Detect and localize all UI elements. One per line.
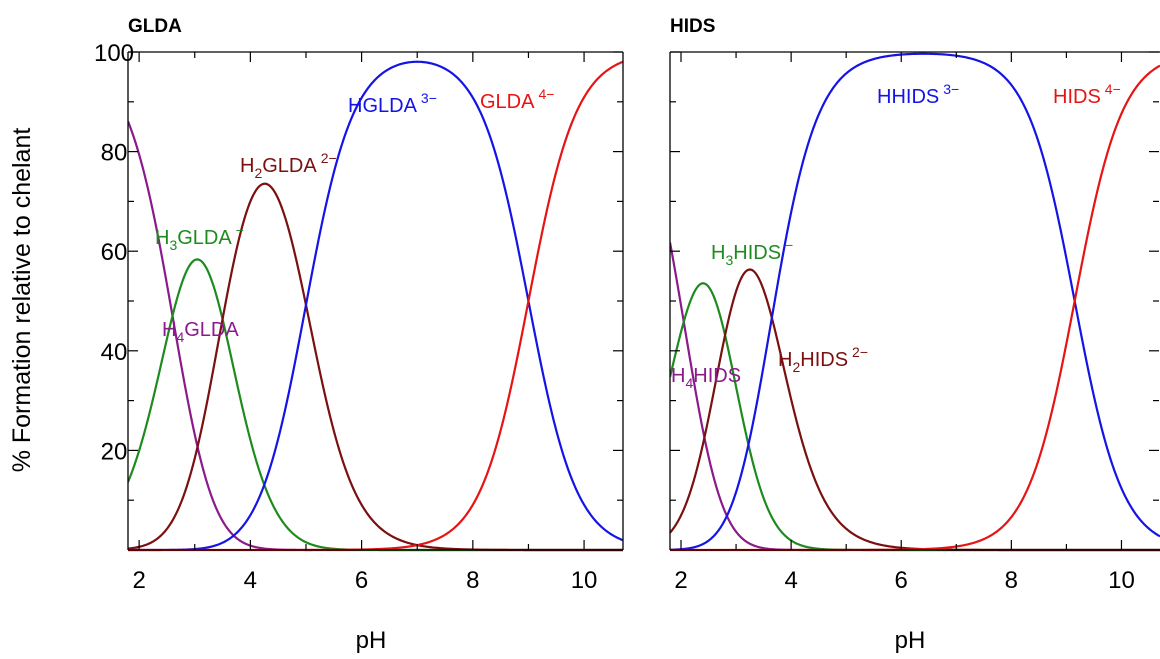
- series-line-hhids3-: [670, 52, 1160, 551]
- species-label: HIDS 4−: [1053, 81, 1121, 108]
- species-label: H2HIDS 2−: [778, 344, 868, 375]
- x-tick-label: 6: [895, 567, 908, 594]
- figure-y-axis-label: % Formation relative to chelant: [8, 128, 36, 473]
- species-label: H3HIDS −: [711, 237, 793, 268]
- series-line-glda4-: [128, 60, 623, 552]
- x-axis-label: pH: [895, 627, 926, 654]
- species-label: HHIDS 3−: [877, 81, 959, 108]
- series-line-h2hids2-: [670, 268, 1160, 552]
- x-tick-label: 2: [132, 567, 145, 594]
- series-line-hids4-: [670, 64, 1160, 552]
- species-label: H4GLDA: [162, 319, 239, 345]
- x-tick-label: 10: [1108, 567, 1135, 594]
- y-tick-label: 100: [94, 40, 134, 67]
- panel-title: GLDA: [128, 16, 182, 37]
- panel-hids: HIDS 2 4 6 8 10 H3HIDS − H4HIDS H2HIDS 2− HHIDS 3− H…: [669, 16, 1160, 654]
- axes: 2 4 6 8 10 20 40 60 80 100: [94, 40, 624, 594]
- y-tick-label: 20: [101, 438, 128, 465]
- y-tick-label: 60: [101, 239, 128, 266]
- axes: 2 4 6 8 10: [669, 51, 1160, 594]
- x-tick-label: 4: [244, 567, 257, 594]
- series-line-h3hids-: [670, 282, 1160, 552]
- series-line-hglda3-: [128, 60, 623, 552]
- panel-glda: GLDA 2 4 6 8 10 20 40 60 80 100 H3GLDA − H4GLDA H2GLD…: [94, 16, 624, 654]
- glda-plot-area: 2 4 6 8 10 20 40 60 80 100 H3GLDA − H4GLDA H2GLDA 2− HG…: [94, 40, 624, 594]
- species-label: HGLDA 3−: [348, 90, 437, 117]
- species-label: H3GLDA −: [155, 222, 244, 253]
- species-label: GLDA 4−: [480, 86, 554, 113]
- hids-plot-area: 2 4 6 8 10 H3HIDS − H4HIDS H2HIDS 2− HHIDS 3− HIDS 4−: [669, 51, 1160, 594]
- series-line-h4hids: [670, 242, 1160, 552]
- species-label: H2GLDA 2−: [240, 150, 337, 181]
- y-tick-label: 80: [101, 140, 128, 167]
- x-tick-label: 8: [1005, 567, 1018, 594]
- x-tick-label: 8: [466, 567, 479, 594]
- y-tick-label: 40: [101, 339, 128, 366]
- x-tick-label: 4: [784, 567, 797, 594]
- x-tick-label: 6: [355, 567, 368, 594]
- x-tick-label: 10: [571, 567, 598, 594]
- x-axis-label: pH: [356, 627, 387, 654]
- x-tick-label: 2: [674, 567, 687, 594]
- species-label: H4HIDS: [671, 365, 741, 391]
- panel-title: HIDS: [670, 16, 715, 37]
